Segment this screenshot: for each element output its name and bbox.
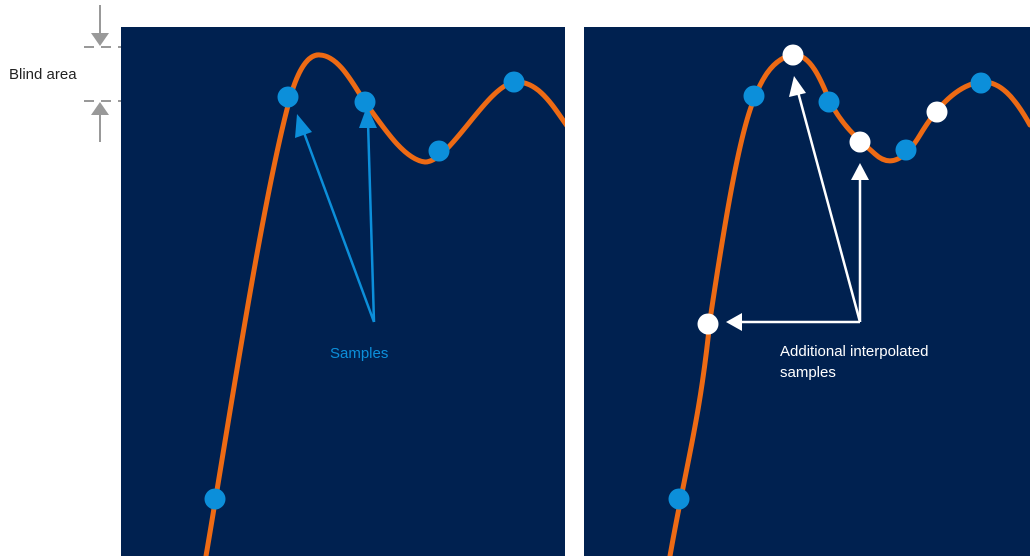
right-panel: Additional interpolated samples <box>584 27 1030 556</box>
right-panel-background <box>584 27 1030 556</box>
interpolated-point <box>849 131 871 153</box>
sample-point <box>354 91 376 113</box>
left-panel-background <box>121 27 565 556</box>
right-sample-points <box>668 72 992 510</box>
samples-label: Samples <box>330 345 388 362</box>
left-sample-points <box>204 71 525 510</box>
interpolated-point <box>782 44 804 66</box>
blind-area-label: Blind area <box>9 66 77 83</box>
interpolated-point <box>926 101 948 123</box>
interpolated-arrow-icon <box>726 76 869 331</box>
left-panel: Samples <box>121 27 565 556</box>
sample-point <box>970 72 992 94</box>
blind-area-up-arrow-icon <box>91 102 109 142</box>
blind-area-down-arrow-icon <box>91 5 109 46</box>
sample-point <box>277 86 299 108</box>
sample-point <box>743 85 765 107</box>
interpolated-sample-points <box>697 44 948 335</box>
sample-point <box>204 488 226 510</box>
sample-point <box>818 91 840 113</box>
sample-point <box>503 71 525 93</box>
sample-point <box>668 488 690 510</box>
interpolated-label-line-1: Additional interpolated <box>780 343 928 360</box>
sample-point <box>895 139 917 161</box>
interpolated-label-line-2: samples <box>780 364 836 381</box>
sample-point <box>428 140 450 162</box>
interpolated-point <box>697 313 719 335</box>
samples-arrow-icon <box>295 106 377 323</box>
